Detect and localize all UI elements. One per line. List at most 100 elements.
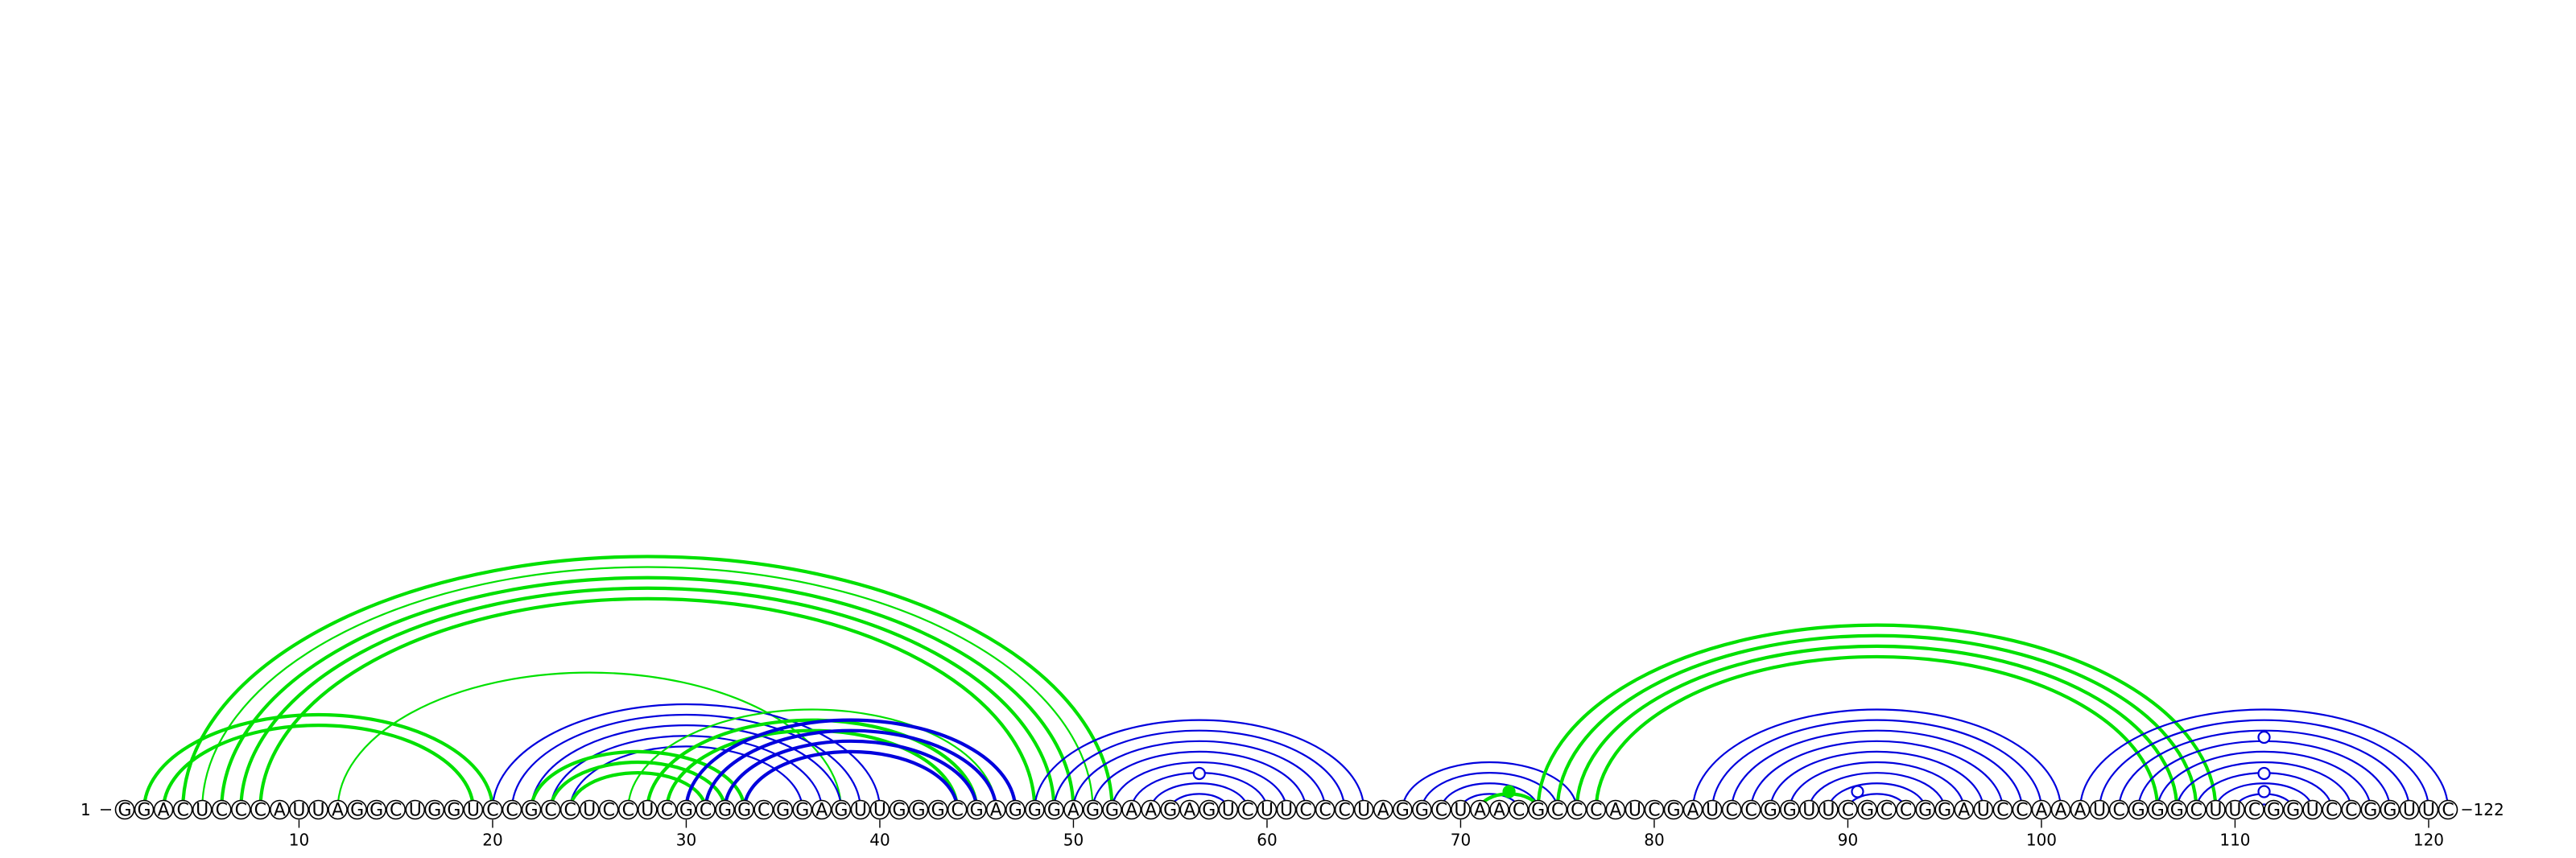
loop-marker-3: [1852, 786, 1863, 798]
nucleotide-110: U: [2226, 801, 2244, 821]
nucleotide-119: U: [2400, 801, 2418, 821]
nucleotide-41: G: [890, 801, 909, 821]
nucleotide-letter: G: [2267, 801, 2281, 821]
nucleotide-78: A: [1606, 801, 1624, 821]
nucleotide-letter: U: [641, 801, 654, 821]
nucleotide-64: C: [1335, 801, 1354, 821]
nucleotide-letter: C: [235, 801, 247, 821]
nucleotide-77: C: [1587, 801, 1605, 821]
nucleotide-letter: G: [718, 801, 732, 821]
nucleotide-69: C: [1432, 801, 1451, 821]
nucleotide-53: A: [1122, 801, 1141, 821]
tick-label-30: 30: [676, 831, 696, 850]
tick-label-70: 70: [1451, 831, 1471, 850]
nucleotide-49: G: [1045, 801, 1063, 821]
nucleotide-letter: A: [332, 801, 344, 821]
nucleotide-52: G: [1103, 801, 1121, 821]
nucleotide-38: G: [832, 801, 850, 821]
nucleotide-letter: G: [2132, 801, 2145, 821]
nucleotide-letter: G: [2170, 801, 2184, 821]
nucleotide-letter: G: [892, 801, 906, 821]
nucleotide-letter: G: [1764, 801, 1777, 821]
nucleotide-26: C: [600, 801, 618, 821]
nucleotide-61: U: [1278, 801, 1296, 821]
nucleotide-letter: C: [506, 801, 518, 821]
nucleotide-66: A: [1374, 801, 1393, 821]
nucleotide-letter: G: [795, 801, 809, 821]
nucleotide-letter: A: [1493, 801, 1505, 821]
nucleotide-118: G: [2380, 801, 2399, 821]
nucleotide-letter: C: [622, 801, 634, 821]
pair-arc-3-19: [163, 725, 473, 810]
nucleotide-letter: C: [1338, 801, 1350, 821]
nucleotide-letter: G: [118, 801, 131, 821]
nucleotide-23: C: [542, 801, 560, 821]
nucleotide-letter: U: [1802, 801, 1815, 821]
nucleotide-letter: A: [990, 801, 1002, 821]
nucleotide-71: A: [1471, 801, 1489, 821]
tick-label-90: 90: [1838, 831, 1858, 850]
nucleotide-89: U: [1819, 801, 1838, 821]
nucleotide-31: C: [696, 801, 715, 821]
pair-arc-74-109: [1538, 625, 2216, 810]
nucleotide-13: G: [348, 801, 366, 821]
nucleotide-letter: G: [1666, 801, 1680, 821]
nucleotide-letter: A: [2074, 801, 2087, 821]
pair-arc-6-50: [221, 578, 1073, 810]
nucleotide-letter: C: [1880, 801, 1893, 821]
nucleotide-36: G: [793, 801, 811, 821]
nucleotide-35: G: [774, 801, 792, 821]
nucleotide-24: C: [561, 801, 580, 821]
nucleotide-80: C: [1645, 801, 1663, 821]
pair-arc-12-38: [338, 673, 841, 810]
nucleotide-letter: A: [815, 801, 828, 821]
nucleotide-28: U: [638, 801, 657, 821]
nucleotide-34: C: [754, 801, 773, 821]
nucleotide-letter: C: [1319, 801, 1331, 821]
nucleotide-letter: C: [216, 801, 228, 821]
nucleotide-letter: A: [1609, 801, 1621, 821]
nucleotide-letter: G: [1163, 801, 1177, 821]
nucleotide-letter: U: [1629, 801, 1641, 821]
start-position-label: 1: [80, 800, 91, 819]
tick-label-50: 50: [1063, 831, 1084, 850]
pair-arc-76-107: [1577, 646, 2178, 810]
nucleotide-letter: C: [661, 801, 673, 821]
nucleotide-letter: U: [1822, 801, 1835, 821]
nucleotide-letter: U: [2228, 801, 2241, 821]
nucleotide-letter: G: [369, 801, 383, 821]
nucleotide-32: G: [716, 801, 734, 821]
nucleotide-40: U: [870, 801, 889, 821]
nucleotide-107: G: [2168, 801, 2186, 821]
nucleotide-letter: A: [1183, 801, 1195, 821]
nucleotide-63: C: [1316, 801, 1335, 821]
nucleotide-46: A: [987, 801, 1005, 821]
nucleotide-letter: G: [776, 801, 790, 821]
nucleotide-106: G: [2149, 801, 2167, 821]
nucleotide-84: C: [1723, 801, 1741, 821]
nucleotide-letter: G: [2151, 801, 2165, 821]
nucleotide-115: C: [2322, 801, 2341, 821]
nucleotide-letter: U: [467, 801, 480, 821]
nucleotide-44: C: [948, 801, 967, 821]
nucleotide-letter: G: [834, 801, 848, 821]
nucleotide-letter: A: [1474, 801, 1486, 821]
nucleotide-102: A: [2071, 801, 2090, 821]
nucleotide-letter: U: [292, 801, 305, 821]
position-ticks: 10 20 30 40 50 60 70 80 90 100 110 120: [289, 820, 2444, 850]
nucleotide-letter: C: [1590, 801, 1602, 821]
nucleotide-letter: G: [447, 801, 460, 821]
nucleotide-99: C: [2013, 801, 2031, 821]
nucleotide-27: C: [619, 801, 638, 821]
nucleotide-letter: U: [1357, 801, 1370, 821]
nucleotide-letter: C: [758, 801, 770, 821]
nucleotide-letter: C: [176, 801, 188, 821]
nucleotide-letter: A: [274, 801, 286, 821]
nucleotide-105: G: [2129, 801, 2148, 821]
nucleotide-4: C: [174, 801, 192, 821]
nucleotide-58: U: [1219, 801, 1237, 821]
nucleotide-letter: C: [2442, 801, 2454, 821]
nucleotide-letter: C: [1513, 801, 1525, 821]
nucleotide-79: U: [1625, 801, 1644, 821]
